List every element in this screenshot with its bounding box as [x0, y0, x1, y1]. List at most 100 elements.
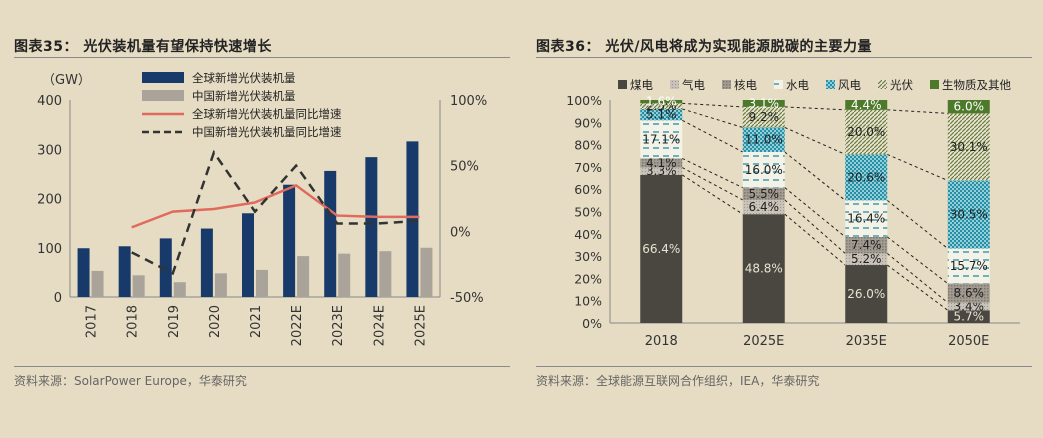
bar-segment	[947, 113, 990, 181]
bar-global	[200, 228, 213, 297]
data-label: 26.0%	[847, 287, 885, 301]
y2-tick-label: 0%	[450, 225, 471, 240]
connector-line	[887, 109, 948, 114]
legend-label: 核电	[734, 78, 757, 92]
installed-capacity-chart: （GW） 0 100 200 300 400 -50% 0% 50% 100% 2017 2018 20…	[37, 71, 487, 346]
data-label: 3.4%	[954, 299, 985, 313]
data-label: 20.6%	[847, 170, 885, 184]
source-rule	[536, 366, 1032, 367]
bar-segment	[742, 127, 785, 152]
data-label: 6.0%	[954, 100, 985, 114]
legend-label: 光伏	[890, 78, 913, 92]
connector-line	[682, 119, 743, 153]
legend-swatch	[878, 80, 887, 89]
title-rule	[536, 57, 1032, 58]
bar-global	[406, 141, 419, 297]
y-tick-label: 30%	[574, 249, 602, 264]
bar-china	[173, 282, 186, 297]
bar-segment	[947, 248, 990, 284]
data-label: 4.4%	[851, 98, 882, 112]
bar-segment	[742, 199, 785, 215]
source-rule	[14, 366, 510, 367]
bar-segment	[947, 283, 990, 303]
bar-segment	[845, 253, 888, 266]
data-label: 30.1%	[950, 140, 988, 154]
data-label: 66.4%	[642, 242, 680, 256]
y-tick-label: 200	[37, 193, 62, 208]
connector-line	[784, 187, 846, 238]
bar-segment	[947, 310, 990, 323]
legend-label: 生物质及其他	[942, 78, 1011, 92]
bar-segment	[742, 187, 785, 200]
bar-china	[91, 270, 104, 297]
bar-china	[338, 253, 351, 297]
y-tick-label: 40%	[574, 227, 602, 242]
legend-label: 风电	[838, 78, 861, 92]
x-tick-label: 2050E	[948, 334, 989, 349]
connector-line	[682, 108, 743, 128]
connector-line	[886, 264, 949, 311]
x-tick-label: 2020	[208, 305, 223, 338]
x-tick-label: 2021	[249, 305, 264, 338]
connector-line	[886, 236, 949, 284]
bar-global	[324, 170, 337, 297]
data-label: 7.4%	[851, 238, 882, 252]
y-tick-label: 60%	[574, 182, 602, 197]
line-global-growth	[131, 183, 420, 229]
bar-segment	[845, 200, 888, 237]
data-label: 20.0%	[847, 125, 885, 139]
bar-china	[256, 269, 268, 297]
legend-swatch	[618, 80, 627, 89]
legend-swatch	[142, 90, 184, 101]
bar-china	[379, 251, 392, 297]
bar-segment	[742, 214, 785, 323]
y-axis-unit: （GW）	[42, 73, 91, 88]
legend-swatch	[774, 80, 783, 89]
bar-segment	[640, 120, 683, 159]
y2-tick-label: 50%	[450, 160, 479, 175]
bar-segment	[640, 158, 683, 168]
bar-segment	[845, 265, 888, 323]
data-label: 17.1%	[642, 132, 680, 146]
connector-line	[682, 102, 743, 108]
data-label: 16.4%	[847, 212, 885, 226]
x-tick-label: 2018	[126, 305, 141, 338]
bar-segment	[947, 180, 990, 249]
data-label: 9.2%	[749, 110, 780, 124]
bar-global	[365, 157, 378, 297]
legend-swatch	[826, 80, 835, 89]
y-tick-label: 20%	[574, 271, 602, 286]
line-china-growth	[131, 149, 420, 276]
x-tick-label: 2024E	[372, 305, 387, 346]
data-label: 1.6%	[646, 95, 677, 109]
data-label: 16.0%	[745, 163, 783, 177]
connector-line	[784, 151, 846, 201]
bar-segment	[845, 154, 888, 201]
y-tick-label: 0%	[582, 316, 602, 331]
data-label: 48.8%	[745, 262, 783, 276]
connector-line	[887, 153, 948, 181]
bar-segment	[947, 100, 990, 114]
legend-label: 全球新增光伏装机量同比增速	[192, 107, 342, 121]
bar-global	[242, 213, 254, 297]
chart-title: 图表35： 光伏装机量有望保持快速增长	[14, 39, 272, 55]
y-tick-label: 400	[37, 94, 62, 109]
legend-label: 中国新增光伏装机量同比增速	[192, 125, 342, 139]
bar-china	[132, 275, 145, 297]
x-tick-label: 2023E	[331, 305, 346, 346]
y-tick-label: 50%	[574, 205, 602, 220]
bar-global	[283, 184, 296, 297]
bar-china	[420, 247, 433, 297]
bar-segment	[742, 106, 785, 128]
data-label: 15.7%	[950, 259, 988, 273]
bar-segment	[640, 167, 683, 175]
bar-segment	[845, 109, 888, 155]
chart-panel-left: 图表35： 光伏装机量有望保持快速增长 （GW） 0 100 200 300 400 -50…	[0, 0, 520, 438]
y-tick-label: 300	[37, 143, 62, 158]
bar-segment	[640, 100, 683, 104]
connector-line	[886, 253, 949, 304]
legend-swatch	[142, 72, 184, 83]
chart-source: 资料来源：全球能源互联网合作组织，IEA，华泰研究	[536, 374, 820, 388]
legend-label: 中国新增光伏装机量	[192, 89, 296, 103]
x-tick-label: 2025E	[413, 305, 428, 346]
